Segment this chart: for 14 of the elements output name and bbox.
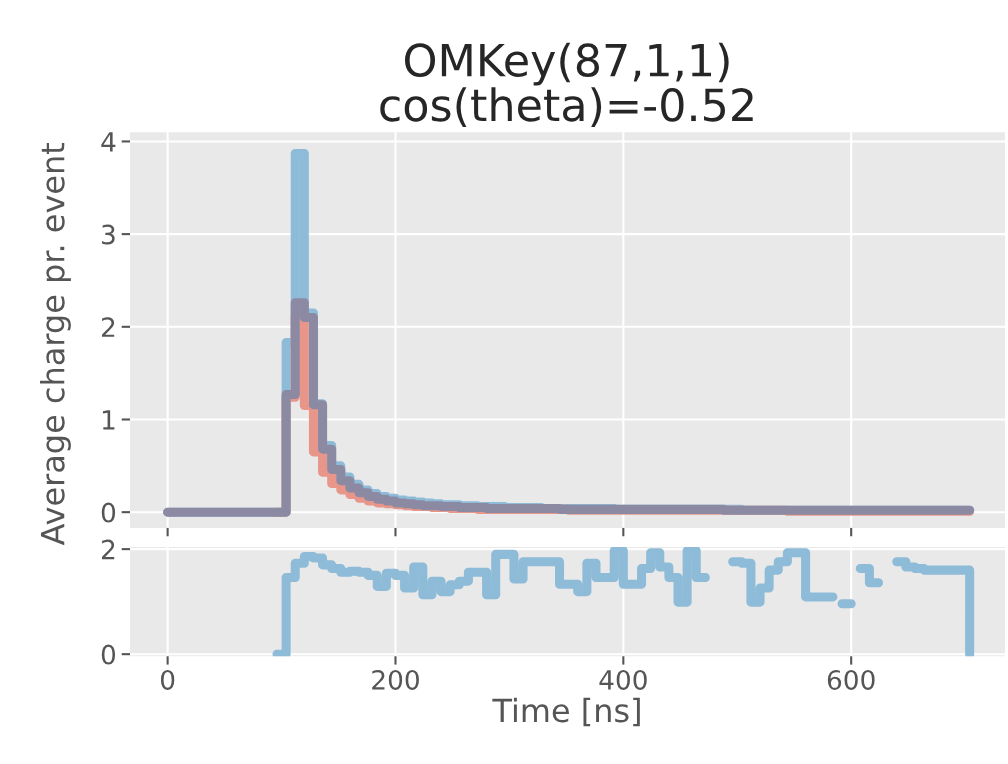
- y-tick-label: 0: [101, 502, 116, 523]
- x-tick-label: 0: [160, 669, 175, 690]
- chart-title: OMKey(87,1,1) cos(theta)=-0.52: [380, 42, 753, 127]
- y-tick-label: 1: [102, 410, 115, 430]
- y-tick-label: 2: [101, 539, 115, 560]
- x-tick-label: 400: [599, 669, 647, 690]
- x-tick-label: 200: [372, 669, 419, 690]
- y-tick-label: 3: [102, 224, 115, 245]
- y-tick-label: 0: [101, 644, 116, 665]
- y-tick-label: 2: [101, 317, 115, 337]
- y-tick-label: 4: [101, 132, 116, 152]
- x-tick-label: 600: [827, 669, 875, 690]
- x-axis-title: Time [ns]: [492, 697, 640, 727]
- y-axis-title: Average charge pr. event: [39, 142, 71, 546]
